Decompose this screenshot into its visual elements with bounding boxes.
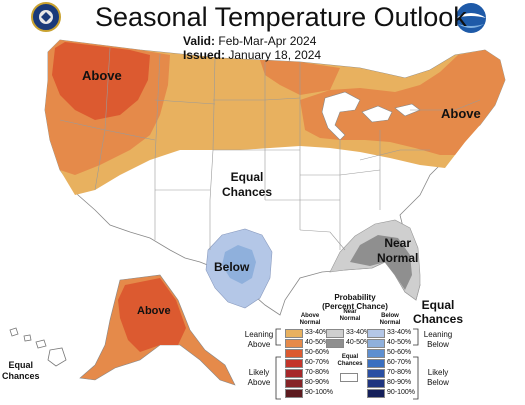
legend-col-below: Below Normal [379,313,401,326]
legend-col-near: Near Normal [339,309,361,322]
hawaii [9,327,67,367]
label-below-texas: Below [214,260,250,274]
legend-above-range-label: 70-80% [305,369,330,376]
legend-above-range-label: 80-90% [305,379,330,386]
legend-below-swatch [367,369,385,378]
label-equal-chances-center: Equal Chances [222,170,273,199]
legend-below-range-label: 50-60% [387,349,412,356]
above-40-50-northeast [300,50,505,155]
state-lines [59,47,481,251]
page-title: Seasonal Temperature Outlook [95,2,467,32]
legend-below-range-label: 90-100% [387,389,416,396]
legend-below-swatch [367,359,385,368]
legend: Probability (Percent Chance) Above Normal… [240,293,470,403]
legend-col-above: Above Normal [299,313,321,326]
legend-below-swatch [367,329,385,338]
legend-below-range-label: 60-70% [387,359,412,366]
valid-label: Valid: [183,34,216,48]
label-equal-chances-florida: Equal Chances [413,298,464,326]
valid-row: Valid: Feb-Mar-Apr 2024 [183,34,316,48]
legend-above-swatch [285,349,303,358]
label-above-alaska: Above [137,305,171,317]
legend-below-range-label: 70-80% [387,369,412,376]
legend-below-range-label: 80-90% [387,379,412,386]
legend-bracket-above [275,328,281,400]
noaa-logo [456,3,486,33]
legend-likely-above: Likely Above [247,368,271,387]
legend-above-range-label: 33-40% [305,329,330,336]
legend-above-range-label: 50-60% [305,349,330,356]
above-50-60-northwest [52,42,150,120]
legend-near-swatch [326,329,344,338]
legend-equal-chances-label: Equal Chances [337,354,363,367]
legend-below-swatch [367,379,385,388]
legend-likely-below: Likely Below [427,368,449,387]
legend-near-range-label: 33-40% [346,329,371,336]
legend-title: Probability (Percent Chance) [322,293,388,311]
alaska-above-50-60 [118,278,186,352]
label-above-northwest: Above [82,68,122,83]
label-above-northeast: Above [441,106,481,121]
legend-below-range-label: 33-40% [387,329,412,336]
legend-below-range-label: 40-50% [387,339,412,346]
legend-above-swatch [285,389,303,398]
legend-above-range-label: 60-70% [305,359,330,366]
legend-equal-chances-swatch [340,373,358,382]
label-equal-chances-hawaii: Equal Chances [2,360,40,381]
legend-above-swatch [285,359,303,368]
label-near-normal: Near Normal [377,236,419,265]
legend-above-swatch [285,379,303,388]
below-40-50-texas [222,245,256,284]
legend-above-range-label: 40-50% [305,339,330,346]
valid-value: Feb-Mar-Apr 2024 [218,34,317,48]
legend-near-swatch [326,339,344,348]
legend-leaning-below: Leaning Below [423,330,453,349]
legend-below-swatch [367,339,385,348]
legend-below-swatch [367,349,385,358]
legend-below-swatch [367,389,385,398]
legend-above-swatch [285,369,303,378]
legend-above-range-label: 90-100% [305,389,334,396]
issued-value: January 18, 2024 [228,48,322,62]
issued-label: Issued: [183,48,226,62]
legend-leaning-above: Leaning Above [244,330,274,349]
near-40-50-southeast [350,235,412,290]
legend-near-range-label: 40-50% [346,339,371,346]
department-of-commerce-seal [31,2,61,32]
legend-bracket-below [413,328,419,400]
legend-above-swatch [285,329,303,338]
issued-row: Issued: January 18, 2024 [183,48,321,62]
legend-above-swatch [285,339,303,348]
